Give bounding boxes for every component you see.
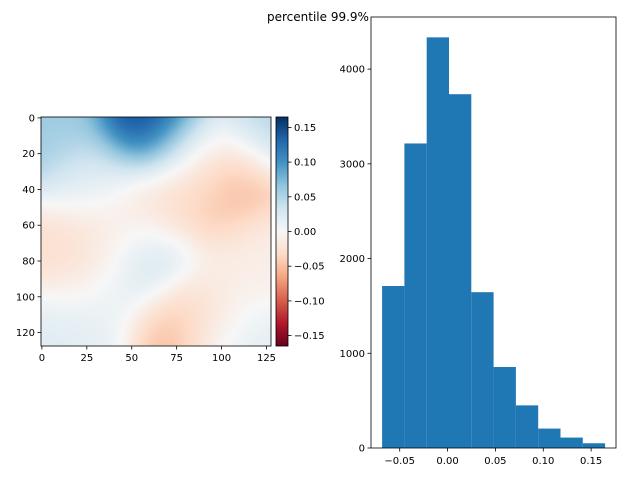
histogram-x-tick-label: 0.15 — [580, 456, 602, 467]
colorbar-tick-label: 0.05 — [294, 192, 316, 203]
colorbar-gradient — [276, 117, 288, 346]
histogram-panel: −0.05 0.00 0.05 0.10 0.15 0 1000 2000 3000 4000 — [340, 16, 617, 467]
histogram-bar — [560, 437, 583, 448]
colorbar-tick-label: 0.15 — [294, 123, 316, 134]
histogram-x-tick-label: −0.05 — [384, 456, 415, 467]
histogram-y-tick-label: 1000 — [340, 349, 365, 360]
histogram-bar — [404, 143, 427, 448]
colorbar-tick-label: −0.15 — [294, 331, 325, 342]
heatmap-x-tick-label: 75 — [170, 353, 183, 364]
heatmap-y-tick-label: 60 — [22, 221, 35, 232]
heatmap-frame — [40, 116, 272, 347]
heatmap-image-frame — [41, 117, 271, 346]
heatmap-x-tick-label: 100 — [212, 353, 231, 364]
heatmap-x-axis: 0 25 50 75 100 125 — [39, 346, 276, 364]
heatmap-y-tick-label: 100 — [16, 292, 35, 303]
histogram-bar — [493, 367, 516, 448]
heatmap-y-tick-label: 0 — [29, 113, 35, 124]
histogram-x-tick-label: 0.05 — [484, 456, 506, 467]
histogram-y-axis: 0 1000 2000 3000 4000 — [340, 65, 371, 455]
histogram-x-tick-label: 0.10 — [532, 456, 554, 467]
histogram-bar — [382, 286, 405, 448]
heatmap-panel: 0 25 50 75 100 125 0 20 40 60 80 100 120 — [16, 113, 276, 364]
histogram-bar — [582, 443, 606, 448]
histogram-y-tick-label: 0 — [359, 444, 365, 455]
histogram-frame — [370, 16, 617, 449]
histogram-y-tick-label: 2000 — [340, 254, 365, 265]
heatmap-y-tick-label: 80 — [22, 257, 35, 268]
colorbar-tick-label: −0.10 — [294, 296, 325, 307]
heatmap-image — [41, 117, 271, 346]
histogram-x-axis: −0.05 0.00 0.05 0.10 0.15 — [384, 448, 602, 467]
colorbar-tick-label: 0.00 — [294, 227, 316, 238]
colorbar-tick-label: 0.10 — [294, 158, 316, 169]
histogram-bar — [426, 37, 449, 448]
histogram-y-tick-label: 4000 — [340, 65, 365, 76]
heatmap-y-tick-label: 40 — [22, 185, 35, 196]
histogram-bar — [515, 405, 539, 448]
heatmap-x-tick-label: 50 — [125, 353, 138, 364]
histogram-x-tick-label: 0.00 — [436, 456, 458, 467]
figure-suptitle: percentile 99.9% — [267, 10, 369, 24]
heatmap-y-tick-label: 120 — [16, 328, 35, 339]
colorbar-tick-label: −0.05 — [294, 262, 325, 273]
histogram-y-tick-label: 3000 — [340, 159, 365, 170]
colorbar: 0.15 0.10 0.05 0.00 −0.05 −0.10 −0.15 — [275, 116, 325, 347]
heatmap-y-axis: 0 20 40 60 80 100 120 — [16, 113, 41, 339]
histogram-bar — [538, 428, 561, 448]
histogram-bars — [382, 37, 606, 448]
heatmap-x-tick-label: 25 — [80, 353, 93, 364]
heatmap-x-tick-label: 125 — [257, 353, 276, 364]
colorbar-axis: 0.15 0.10 0.05 0.00 −0.05 −0.10 −0.15 — [288, 123, 325, 342]
histogram-bar — [448, 94, 472, 448]
heatmap-x-tick-label: 0 — [39, 353, 45, 364]
heatmap-y-tick-label: 20 — [22, 149, 35, 160]
histogram-bar — [471, 292, 494, 448]
